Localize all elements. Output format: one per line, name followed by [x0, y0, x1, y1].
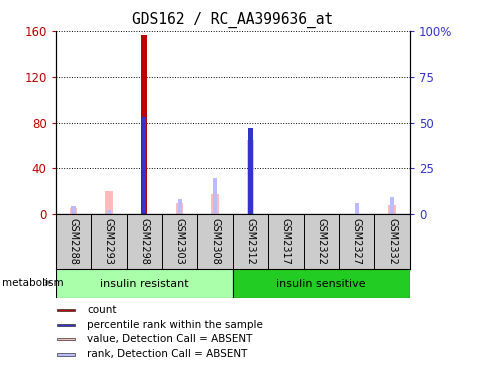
- Text: GSM2303: GSM2303: [174, 218, 184, 265]
- Bar: [389, 197, 393, 214]
- Text: GSM2322: GSM2322: [316, 218, 326, 265]
- Bar: [248, 209, 252, 214]
- Text: insulin sensitive: insulin sensitive: [276, 279, 365, 289]
- Bar: [176, 203, 183, 214]
- Text: percentile rank within the sample: percentile rank within the sample: [87, 320, 262, 330]
- Text: count: count: [87, 305, 116, 315]
- Bar: [211, 194, 218, 214]
- Bar: [142, 209, 146, 214]
- Bar: [106, 209, 111, 214]
- Bar: [177, 199, 182, 214]
- Bar: [248, 128, 252, 214]
- Bar: [354, 203, 358, 214]
- Bar: [246, 140, 254, 214]
- Text: value, Detection Call = ABSENT: value, Detection Call = ABSENT: [87, 335, 252, 344]
- Bar: [57, 324, 75, 326]
- Bar: [57, 354, 75, 355]
- Text: GSM2317: GSM2317: [280, 218, 290, 265]
- Bar: [232, 269, 409, 298]
- Text: GSM2312: GSM2312: [245, 218, 255, 265]
- Text: GSM2308: GSM2308: [210, 218, 220, 265]
- Bar: [388, 205, 395, 214]
- Text: GSM2288: GSM2288: [68, 218, 78, 265]
- Bar: [212, 178, 217, 214]
- Bar: [70, 208, 77, 214]
- Bar: [141, 34, 147, 214]
- Text: rank, Detection Call = ABSENT: rank, Detection Call = ABSENT: [87, 350, 247, 359]
- Text: insulin resistant: insulin resistant: [100, 279, 188, 289]
- Bar: [57, 338, 75, 340]
- Title: GDS162 / RC_AA399636_at: GDS162 / RC_AA399636_at: [132, 12, 333, 29]
- Bar: [57, 309, 75, 311]
- Bar: [71, 206, 76, 214]
- Text: GSM2298: GSM2298: [139, 218, 149, 265]
- Bar: [56, 269, 232, 298]
- Bar: [142, 117, 146, 214]
- Text: GSM2327: GSM2327: [351, 218, 361, 265]
- Text: GSM2332: GSM2332: [386, 218, 396, 265]
- Text: metabolism: metabolism: [2, 277, 64, 288]
- Bar: [105, 191, 112, 214]
- Text: GSM2293: GSM2293: [104, 218, 114, 265]
